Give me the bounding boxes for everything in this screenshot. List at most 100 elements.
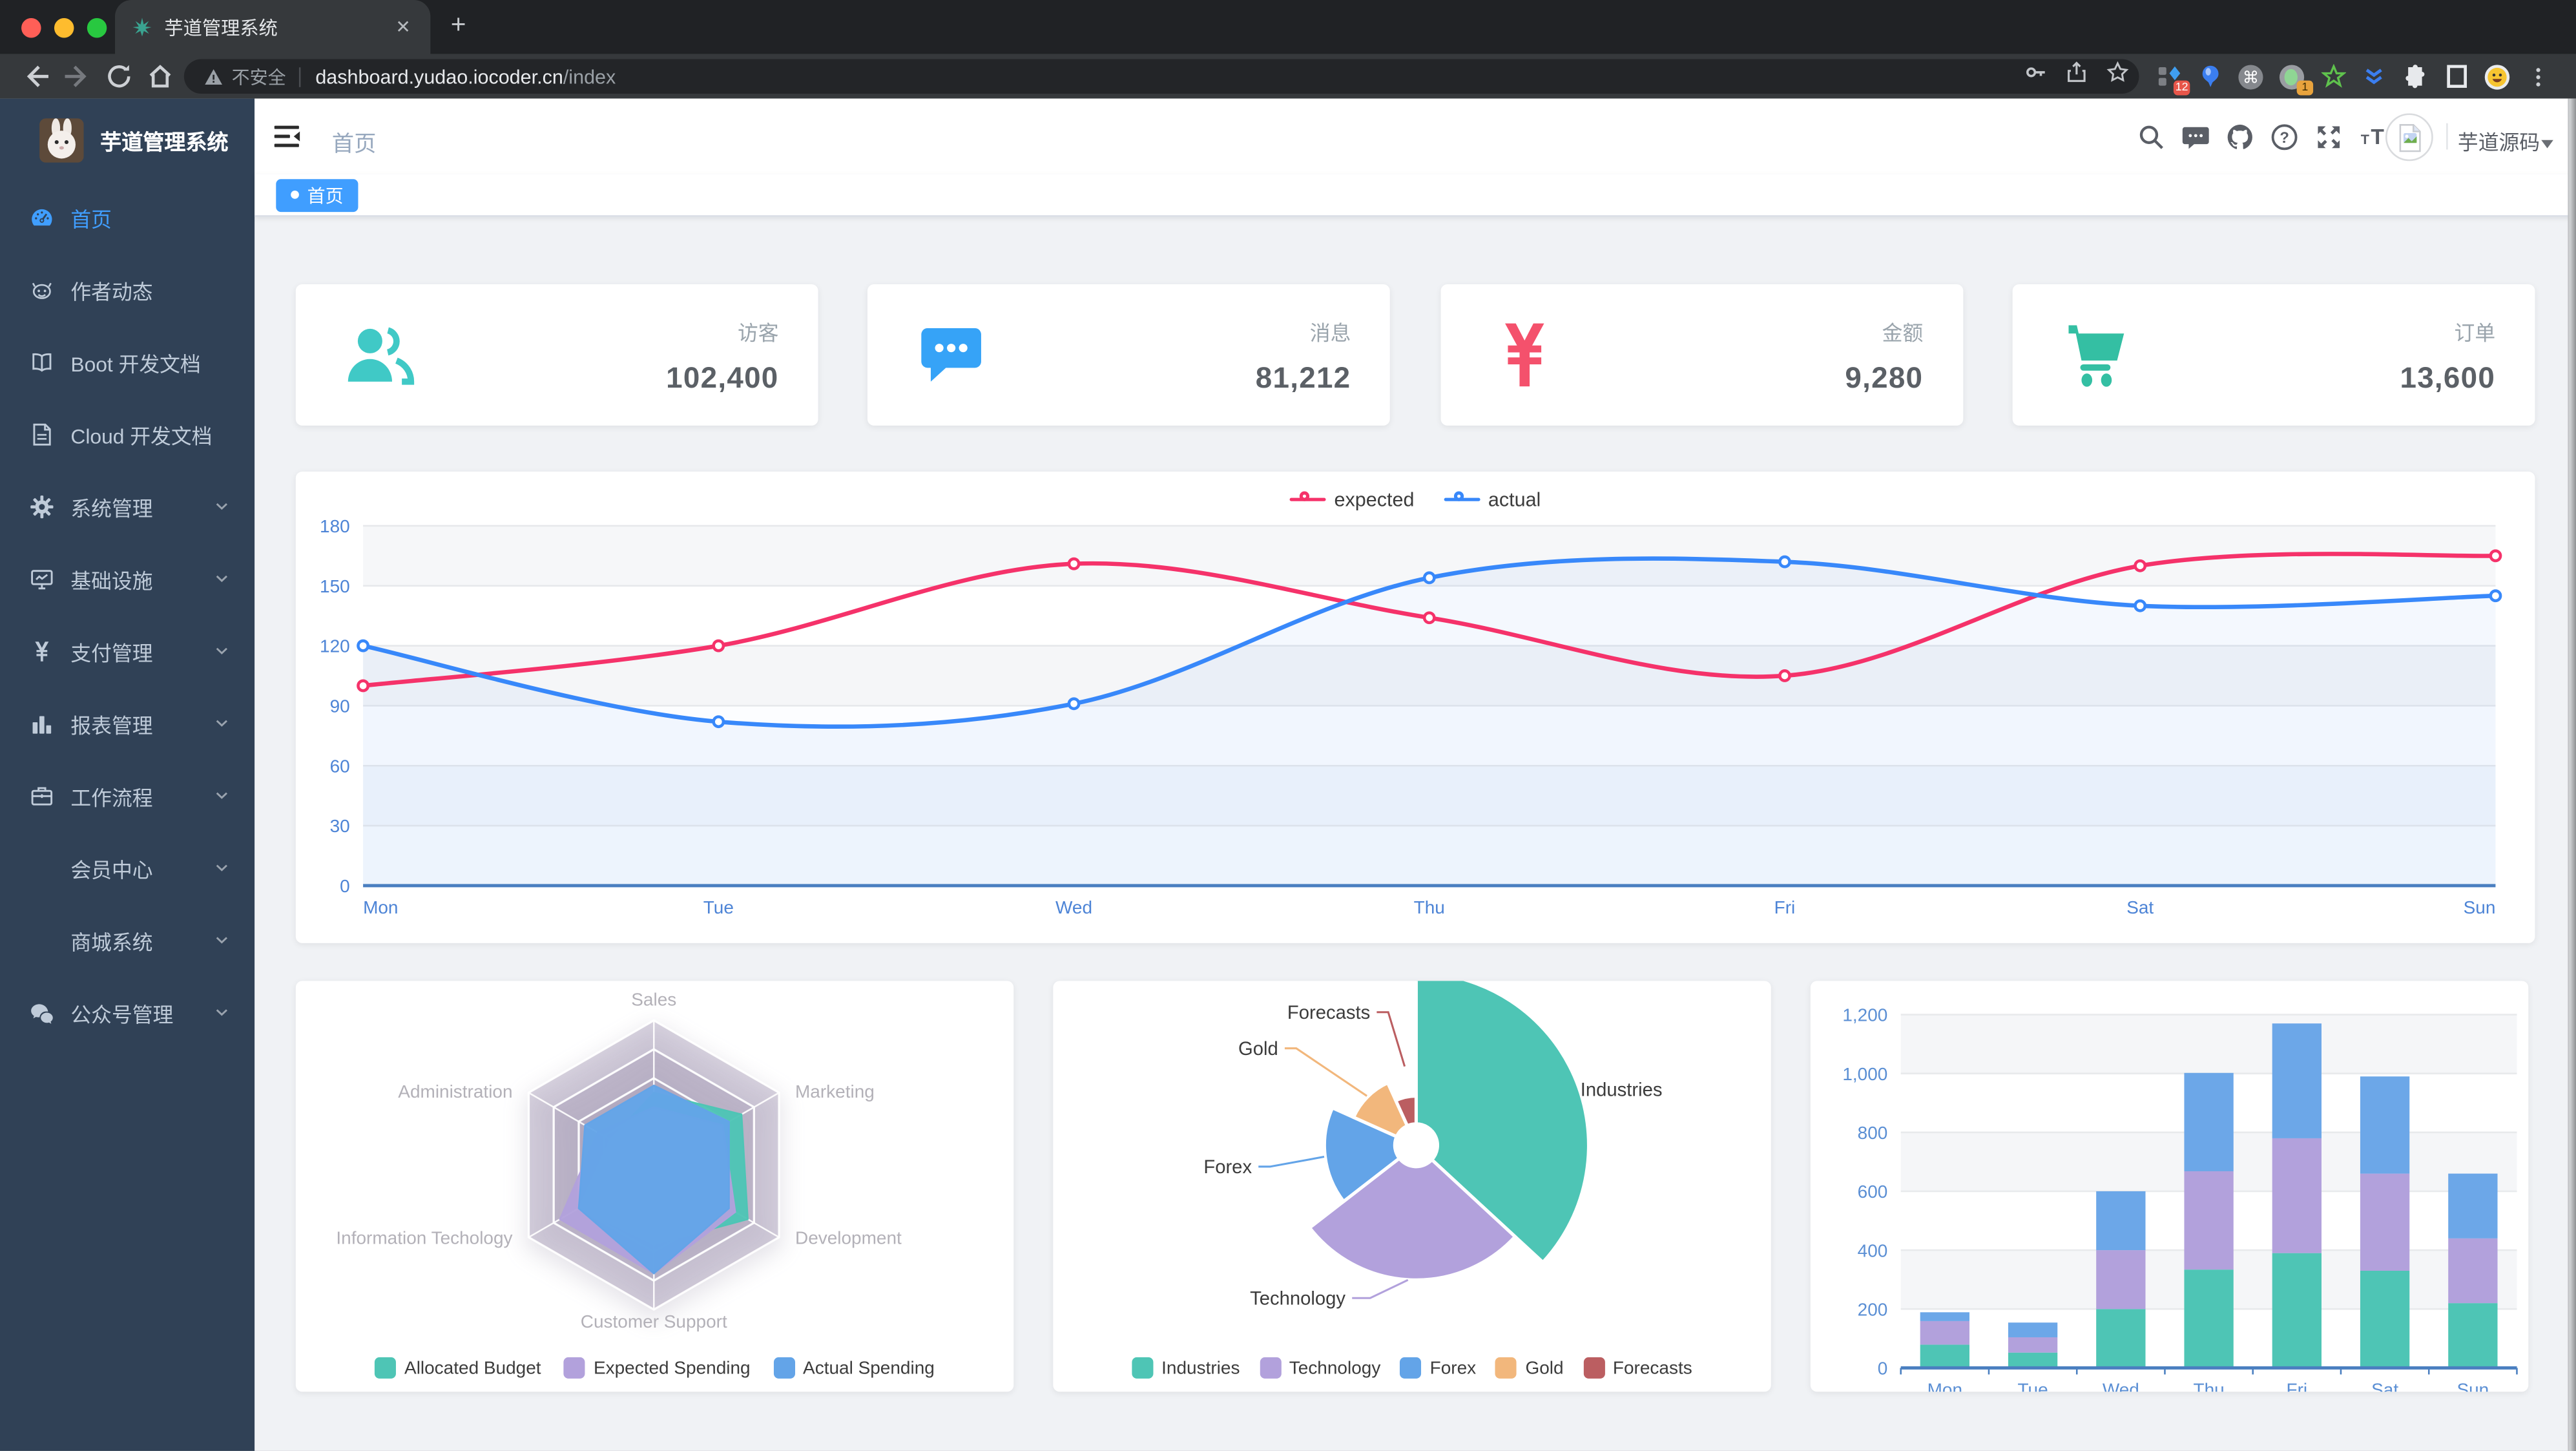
radar-axis-label: Marketing [795,1081,875,1101]
line-y-tick: 120 [320,636,350,656]
user-avatar[interactable] [2385,113,2433,162]
sidebar-item-11[interactable]: 公众号管理 [0,976,254,1049]
legend-item-0[interactable]: Industries [1132,1357,1240,1379]
sidebar-item-3[interactable]: Cloud 开发文档 [0,398,254,470]
sidebar-item-9[interactable]: 会员中心 [0,831,254,904]
line-x-tick: Sun [2464,897,2496,917]
fullscreen-icon[interactable] [2315,123,2343,151]
sidebar-item-1[interactable]: 作者动态 [0,253,254,326]
extension-balloon-icon[interactable] [2197,63,2223,90]
stat-value: 9,280 [1845,360,1924,394]
extension-grid-icon[interactable]: 12 [2155,63,2190,95]
new-tab-button[interactable]: + [450,11,466,40]
legend-item-4[interactable]: Forecasts [1583,1357,1692,1379]
bookmark-star-icon[interactable] [2106,60,2130,83]
pie-label-4: Forecasts [1287,1003,1370,1023]
legend-item-2[interactable]: Forex [1400,1357,1476,1379]
sidebar-item-label: 会员中心 [70,858,153,882]
bar-x-tick: Tue [2018,1380,2048,1392]
legend-item-1[interactable]: Expected Spending [564,1357,751,1379]
sidebar-item-6[interactable]: 支付管理 [0,614,254,687]
sidebar-item-label: 商城系统 [70,930,153,954]
reload-icon[interactable] [105,63,133,90]
line-chart: 0 30 60 90 120 150 180 Mon Tue Wed Thu Fri Sat Sun [320,516,2502,917]
line-y-tick: 60 [330,756,350,776]
back-icon[interactable] [21,63,49,90]
sidebar-logo[interactable]: 芋道管理系统 [0,99,254,181]
bar-x-tick: Sat [2371,1380,2398,1392]
pie-label-0: Industries [1581,1080,1663,1100]
legend-line-marker [1444,491,1480,501]
forward-icon[interactable] [64,63,92,90]
extension-command-icon[interactable]: ⌘ [2238,63,2264,90]
record-badge: 1 [2296,79,2314,95]
window-close-button[interactable] [21,17,41,37]
sidebar-item-5[interactable]: 基础设施 [0,542,254,614]
github-icon[interactable] [2226,123,2254,151]
window-scrollbar-edge[interactable] [2568,98,2576,1451]
address-bar[interactable]: 不安全 dashboard.yudao.iocoder.cn /index [183,59,2139,94]
tag-0[interactable]: 首页 [276,178,358,211]
stat-value: 81,212 [1255,360,1351,394]
url-path[interactable]: /index [563,65,616,89]
extension-chevrons-icon[interactable] [2361,63,2387,90]
extension-star-icon[interactable] [2320,63,2346,90]
line-x-tick: Thu [1414,897,1445,917]
breadcrumb[interactable]: 首页 [331,131,377,156]
password-key-icon[interactable] [2024,60,2047,83]
security-label[interactable]: 不安全 [231,68,286,89]
reading-list-icon[interactable] [2443,63,2469,90]
dashboard-content: 访客 102,400 消息 81,212 金额 9,280 订单 13,600 expecte… [254,218,2576,1451]
profile-avatar-icon[interactable] [2484,63,2511,90]
radar-chart: Sales Administration Information Techology… [336,990,902,1332]
dashboard-icon [30,205,54,229]
extensions-puzzle-icon[interactable] [2402,63,2428,90]
legend-item-0[interactable]: Allocated Budget [375,1357,541,1379]
legend-item-actual[interactable]: actual [1444,488,1541,511]
sidebar-item-label: Boot 开发文档 [70,352,201,376]
stat-card-3[interactable]: 订单 13,600 [2012,284,2535,426]
legend-item-2[interactable]: Actual Spending [773,1357,935,1379]
username[interactable]: 芋道源码 [2457,131,2540,155]
stat-card-1[interactable]: 消息 81,212 [867,284,1391,426]
bar-y-tick: 1,000 [1842,1064,1887,1084]
radar-axis-label: Information Techology [336,1227,512,1247]
legend-label: Actual Spending [803,1358,935,1378]
window-zoom-button[interactable] [87,17,107,37]
browser-tab[interactable]: 芋道管理系统 ✕ [115,0,431,54]
sidebar-item-10[interactable]: 商城系统 [0,904,254,976]
caret-down-icon[interactable] [2539,131,2557,149]
legend-item-1[interactable]: Technology [1259,1357,1380,1379]
extensions-area: 12 ⌘ 1 [2155,59,2551,95]
hamburger-icon[interactable] [273,121,302,151]
message-bubble-icon[interactable] [2182,123,2210,151]
browser-menu-icon[interactable] [2525,63,2551,90]
legend-label: Forecasts [1612,1358,1692,1378]
share-icon[interactable] [2065,60,2088,83]
sidebar-item-2[interactable]: Boot 开发文档 [0,326,254,398]
bar-x-tick: Thu [2194,1380,2225,1392]
stat-card-2[interactable]: 金额 9,280 [1440,284,1963,426]
radar-axis-label: Administration [398,1081,512,1101]
stat-label: 消息 [1309,321,1351,344]
pie-label-1: Technology [1250,1288,1345,1309]
sidebar-item-4[interactable]: 系统管理 [0,470,254,542]
url-host[interactable]: dashboard.yudao.iocoder.cn [315,65,563,89]
sidebar-item-7[interactable]: 报表管理 [0,687,254,759]
svg-text:T: T [2361,131,2369,147]
extension-record-icon[interactable]: 1 [2279,63,2314,95]
help-question-icon[interactable]: ? [2270,123,2298,151]
sidebar-item-8[interactable]: 工作流程 [0,759,254,831]
radar-legend: Allocated Budget Expected Spending Actual … [296,1357,1013,1379]
bar-y-tick: 1,200 [1842,1005,1887,1025]
home-icon[interactable] [146,63,174,90]
legend-item-3[interactable]: Gold [1495,1357,1564,1379]
stat-card-0[interactable]: 访客 102,400 [295,284,818,426]
legend-item-expected[interactable]: expected [1289,488,1414,511]
window-minimize-button[interactable] [54,17,74,37]
tab-close-icon[interactable]: ✕ [395,17,411,38]
sidebar-item-0[interactable]: 首页 [0,181,254,253]
search-icon[interactable] [2137,123,2165,151]
